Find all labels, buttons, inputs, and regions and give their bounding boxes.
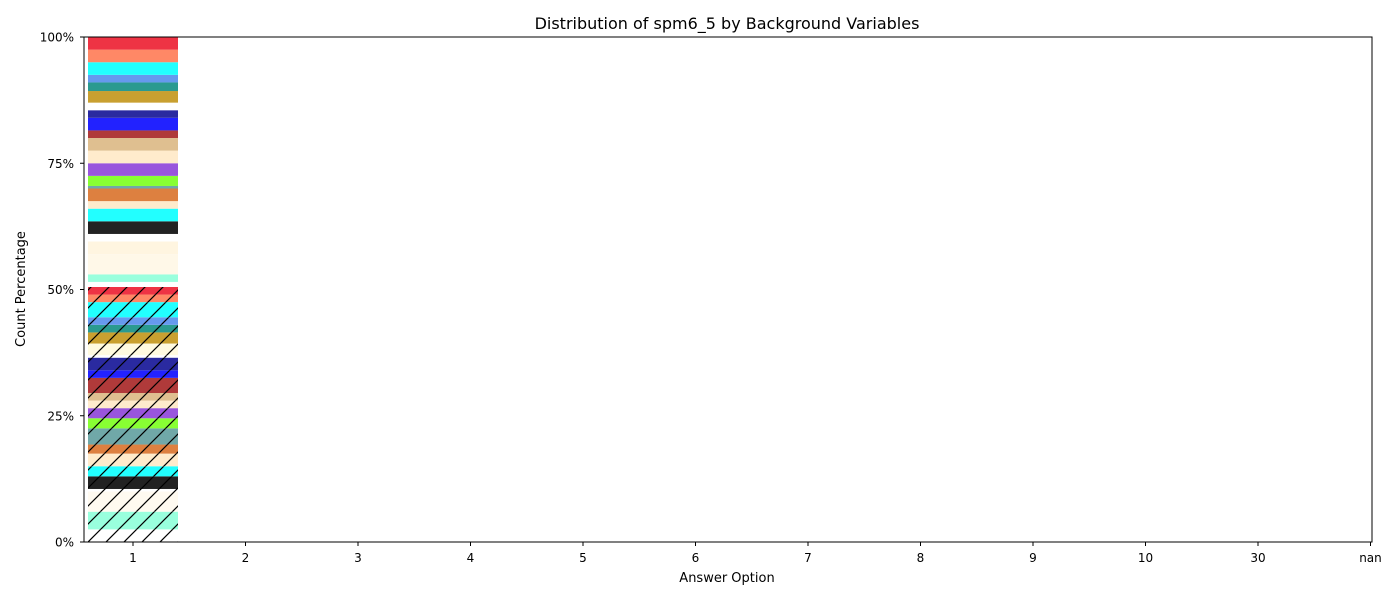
- y-axis-label: Count Percentage: [14, 231, 29, 347]
- bar-segment: [88, 201, 178, 209]
- bar-segment: [88, 37, 178, 50]
- bar-segment-hatch: [88, 324, 178, 333]
- bar-segment-hatch: [88, 355, 178, 358]
- x-tick-label: 3: [354, 551, 362, 565]
- bar-segment: [88, 175, 178, 186]
- x-tick-label: nan: [1359, 551, 1382, 565]
- bar-segment: [88, 233, 178, 242]
- x-tick-label: 10: [1138, 551, 1153, 565]
- bar-segment-hatch: [88, 488, 178, 492]
- bar-segment-hatch: [88, 428, 178, 445]
- bar-segment: [88, 254, 178, 275]
- bar-segment: [88, 274, 178, 282]
- x-tick-label: 4: [467, 551, 475, 565]
- bar-segment-hatch: [88, 466, 178, 477]
- bar-segment-hatch: [88, 343, 178, 356]
- bar-segment-hatch: [88, 453, 178, 467]
- bar-segment-hatch: [88, 511, 178, 530]
- x-tick-label: 9: [1029, 551, 1037, 565]
- x-axis-label: Answer Option: [679, 571, 774, 586]
- x-ticks-group: 1 2 3 4 5 6 7 8 9 10 30 nan: [129, 542, 1382, 565]
- plot-frame: [83, 36, 1373, 543]
- y-tick-label: 25%: [47, 409, 74, 423]
- x-tick-label: 8: [917, 551, 925, 565]
- bar-segment-hatch: [88, 444, 178, 454]
- x-tick-label: 2: [242, 551, 250, 565]
- bar-segment-hatch: [88, 286, 178, 295]
- bar-segment-hatch: [88, 377, 178, 394]
- x-tick-label: 7: [804, 551, 812, 565]
- bar-segment: [88, 49, 178, 63]
- chart-title: Distribution of spm6_5 by Background Var…: [535, 14, 920, 34]
- bar-segment: [88, 188, 178, 202]
- bar-segment: [88, 117, 178, 131]
- bar-segment-hatch: [88, 418, 178, 429]
- bar-segment-hatch: [88, 400, 178, 409]
- bar-segment: [88, 150, 178, 164]
- y-tick-label: 0%: [55, 536, 74, 550]
- bar-segment: [88, 130, 178, 138]
- bar-segment: [88, 138, 178, 151]
- x-tick-label: 5: [579, 551, 587, 565]
- bars-group: [88, 37, 178, 542]
- bar-segment: [88, 102, 178, 111]
- bar-segment-hatch: [88, 332, 178, 344]
- y-ticks-group: 0% 25% 50% 75% 100%: [40, 31, 84, 550]
- bar-segment: [88, 208, 178, 222]
- bar-segment-hatch: [88, 370, 178, 378]
- bar-segment-hatch: [88, 476, 178, 489]
- bar-segment: [88, 91, 178, 103]
- bar-segment-hatch: [88, 529, 178, 542]
- bar-segment: [88, 281, 178, 287]
- y-tick-label: 75%: [47, 157, 74, 171]
- bar-segment: [88, 82, 178, 92]
- bar-segment: [88, 185, 178, 189]
- bar-segment: [88, 110, 178, 118]
- bar-segment-hatch: [88, 357, 178, 371]
- x-tick-label: 1: [129, 551, 137, 565]
- bar-segment-hatch: [88, 408, 178, 419]
- bar-segment: [88, 74, 178, 83]
- bar-segment: [88, 163, 178, 176]
- y-tick-label: 100%: [40, 31, 74, 45]
- y-tick-label: 50%: [47, 283, 74, 297]
- bar-segment-hatch: [88, 393, 178, 401]
- bar-segment-hatch: [88, 302, 178, 318]
- x-tick-label: 30: [1250, 551, 1265, 565]
- bar-segment: [88, 62, 178, 75]
- bar-segment-hatch: [88, 491, 178, 512]
- bar-segment: [88, 241, 178, 255]
- bar-segment-hatch: [88, 317, 178, 325]
- bar-segment: [88, 221, 178, 234]
- x-tick-label: 6: [692, 551, 700, 565]
- bar-segment-hatch: [88, 294, 178, 303]
